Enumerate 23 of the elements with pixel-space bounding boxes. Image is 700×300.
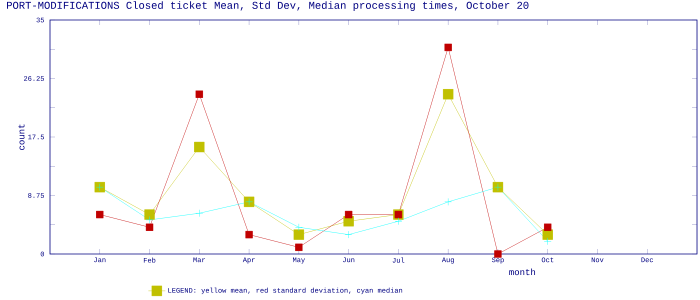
- point: [442, 89, 454, 100]
- x-axis-title: month: [509, 268, 536, 276]
- point: [146, 216, 154, 224]
- point: [544, 224, 552, 231]
- point: [146, 224, 154, 231]
- point: [394, 218, 402, 225]
- point: [344, 210, 352, 218]
- point: [196, 210, 204, 217]
- y-axis-title: count: [18, 124, 24, 150]
- point: [295, 224, 303, 231]
- point: [96, 210, 104, 218]
- point: [194, 142, 205, 152]
- point: [245, 230, 253, 238]
- point: [196, 90, 204, 98]
- point: [544, 238, 552, 245]
- point: [444, 198, 452, 206]
- point: [294, 229, 304, 240]
- point: [444, 44, 452, 52]
- point: [144, 209, 155, 220]
- point: [295, 244, 303, 252]
- chart-title: PORT-MODIFICATIONS Closed ticket Mean, Std Dev, Median processing times, October 20: [7, 1, 528, 11]
- point: [494, 250, 502, 258]
- point: [344, 230, 352, 238]
